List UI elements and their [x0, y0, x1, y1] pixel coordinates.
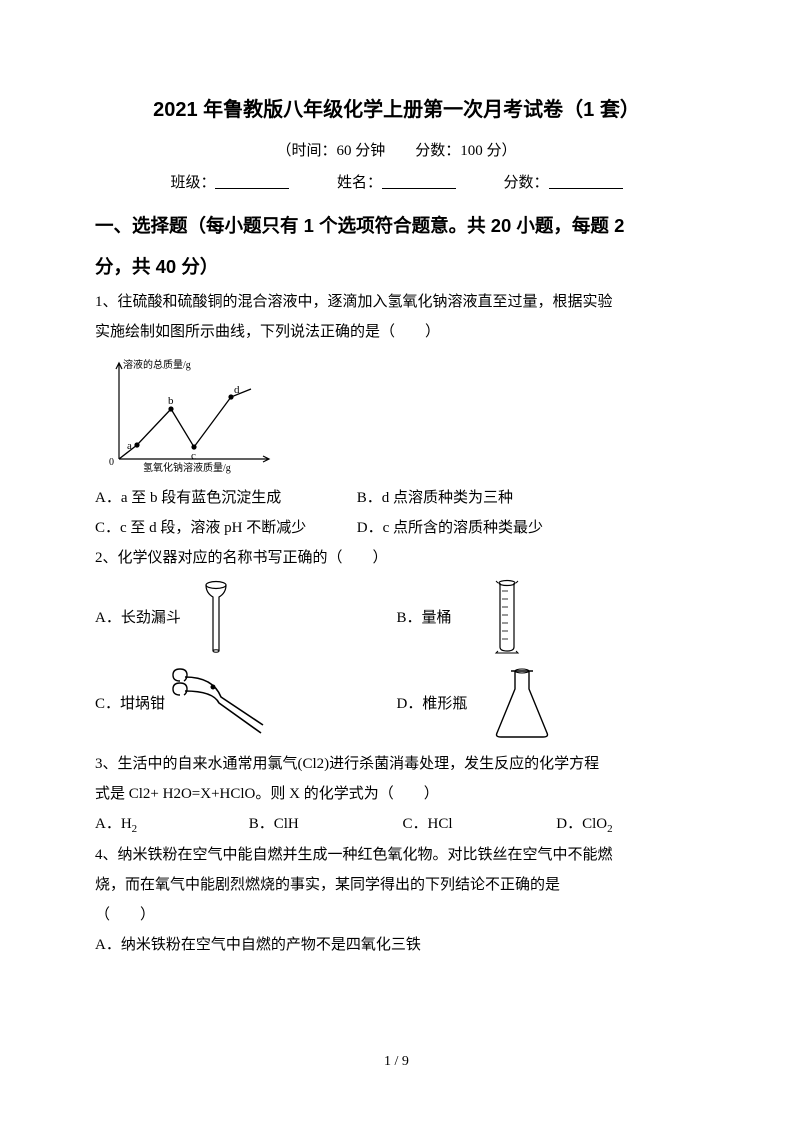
q3-choice-d: D．ClO2	[556, 809, 612, 840]
class-label: 班级：	[170, 175, 215, 191]
q4-line1: 4、纳米铁粉在空气中能自燃并生成一种红色氧化物。对比铁丝在空气中不能燃	[95, 840, 698, 870]
q3-line1: 3、生活中的自来水通常用氯气(Cl2)进行杀菌消毒处理，发生反应的化学方程	[95, 749, 698, 779]
svg-text:c: c	[191, 450, 196, 462]
q1-choice-a: A．a 至 b 段有蓝色沉淀生成	[95, 483, 325, 513]
svg-text:氢氧化钠溶液质量/g: 氢氧化钠溶液质量/g	[143, 461, 231, 474]
q4-choice-a: A．纳米铁粉在空气中自燃的产物不是四氧化三铁	[95, 930, 698, 960]
q1-choices-row2: C．c 至 d 段，溶液 pH 不断减少 D．c 点所含的溶质种类最少	[95, 513, 698, 543]
q1-chart: 溶液的总质量/g 氢氧化钠溶液质量/g 0 a b c d	[105, 355, 285, 475]
subtitle: （时间：60 分钟 分数：100 分）	[95, 136, 698, 166]
q1-choices-row1: A．a 至 b 段有蓝色沉淀生成 B．d 点溶质种类为三种	[95, 483, 698, 513]
q2-cell-a: A．长劲漏斗	[95, 577, 397, 659]
q1-line2: 实施绘制如图所示曲线，下列说法正确的是（ ）	[95, 317, 698, 347]
q2-cell-c: C．坩埚钳	[95, 663, 397, 745]
q3-choice-b: B．ClH	[249, 809, 399, 839]
q2-choice-a: A．长劲漏斗	[95, 603, 181, 633]
q2-choice-b: B．量桶	[397, 603, 452, 633]
cylinder-icon	[452, 577, 562, 659]
funnel-icon	[181, 577, 291, 659]
tongs-icon	[165, 663, 275, 745]
q2-choice-d: D．椎形瓶	[397, 689, 468, 719]
q4-line3: （ ）	[95, 900, 698, 930]
page-footer: 1 / 9	[0, 1048, 793, 1076]
info-line: 班级： 姓名： 分数：	[95, 168, 698, 198]
svg-text:0: 0	[109, 457, 114, 468]
q2-choice-c: C．坩埚钳	[95, 689, 165, 719]
q1-choice-c: C．c 至 d 段，溶液 pH 不断减少	[95, 513, 325, 543]
q1-choice-b: B．d 点溶质种类为三种	[357, 483, 513, 513]
score-blank[interactable]	[549, 171, 623, 189]
q4-line2: 烧，而在氧气中能剧烈燃烧的事实，某同学得出的下列结论不正确的是	[95, 870, 698, 900]
q3-choice-c: C．HCl	[403, 809, 553, 839]
q3-choices: A．H2 B．ClH C．HCl D．ClO2	[95, 809, 698, 840]
section-1-heading-l2: 分，共 40 分）	[95, 247, 698, 288]
q2-row1: A．长劲漏斗 B．量桶	[95, 577, 698, 659]
svg-text:b: b	[168, 395, 174, 407]
q3-choice-a: A．H2	[95, 809, 245, 840]
q3-line2: 式是 Cl2+ H2O=X+HClO。则 X 的化学式为（ ）	[95, 779, 698, 809]
q2-cell-b: B．量桶	[397, 577, 699, 659]
flask-icon	[467, 663, 577, 745]
svg-text:溶液的总质量/g: 溶液的总质量/g	[123, 358, 191, 371]
svg-text:d: d	[234, 384, 240, 396]
name-blank[interactable]	[382, 171, 456, 189]
page-title: 2021 年鲁教版八年级化学上册第一次月考试卷（1 套）	[95, 90, 698, 130]
section-1-heading-l1: 一、选择题（每小题只有 1 个选项符合题意。共 20 小题，每题 2	[95, 206, 698, 247]
q2-cell-d: D．椎形瓶	[397, 663, 699, 745]
score-label: 分数：	[504, 175, 549, 191]
svg-text:a: a	[127, 440, 132, 452]
q2-stem: 2、化学仪器对应的名称书写正确的（ ）	[95, 543, 698, 573]
q1-line1: 1、往硫酸和硫酸铜的混合溶液中，逐滴加入氢氧化钠溶液直至过量，根据实验	[95, 287, 698, 317]
q2-row2: C．坩埚钳 D．椎形瓶	[95, 663, 698, 745]
name-label: 姓名：	[337, 175, 382, 191]
q1-choice-d: D．c 点所含的溶质种类最少	[357, 513, 543, 543]
class-blank[interactable]	[215, 171, 289, 189]
